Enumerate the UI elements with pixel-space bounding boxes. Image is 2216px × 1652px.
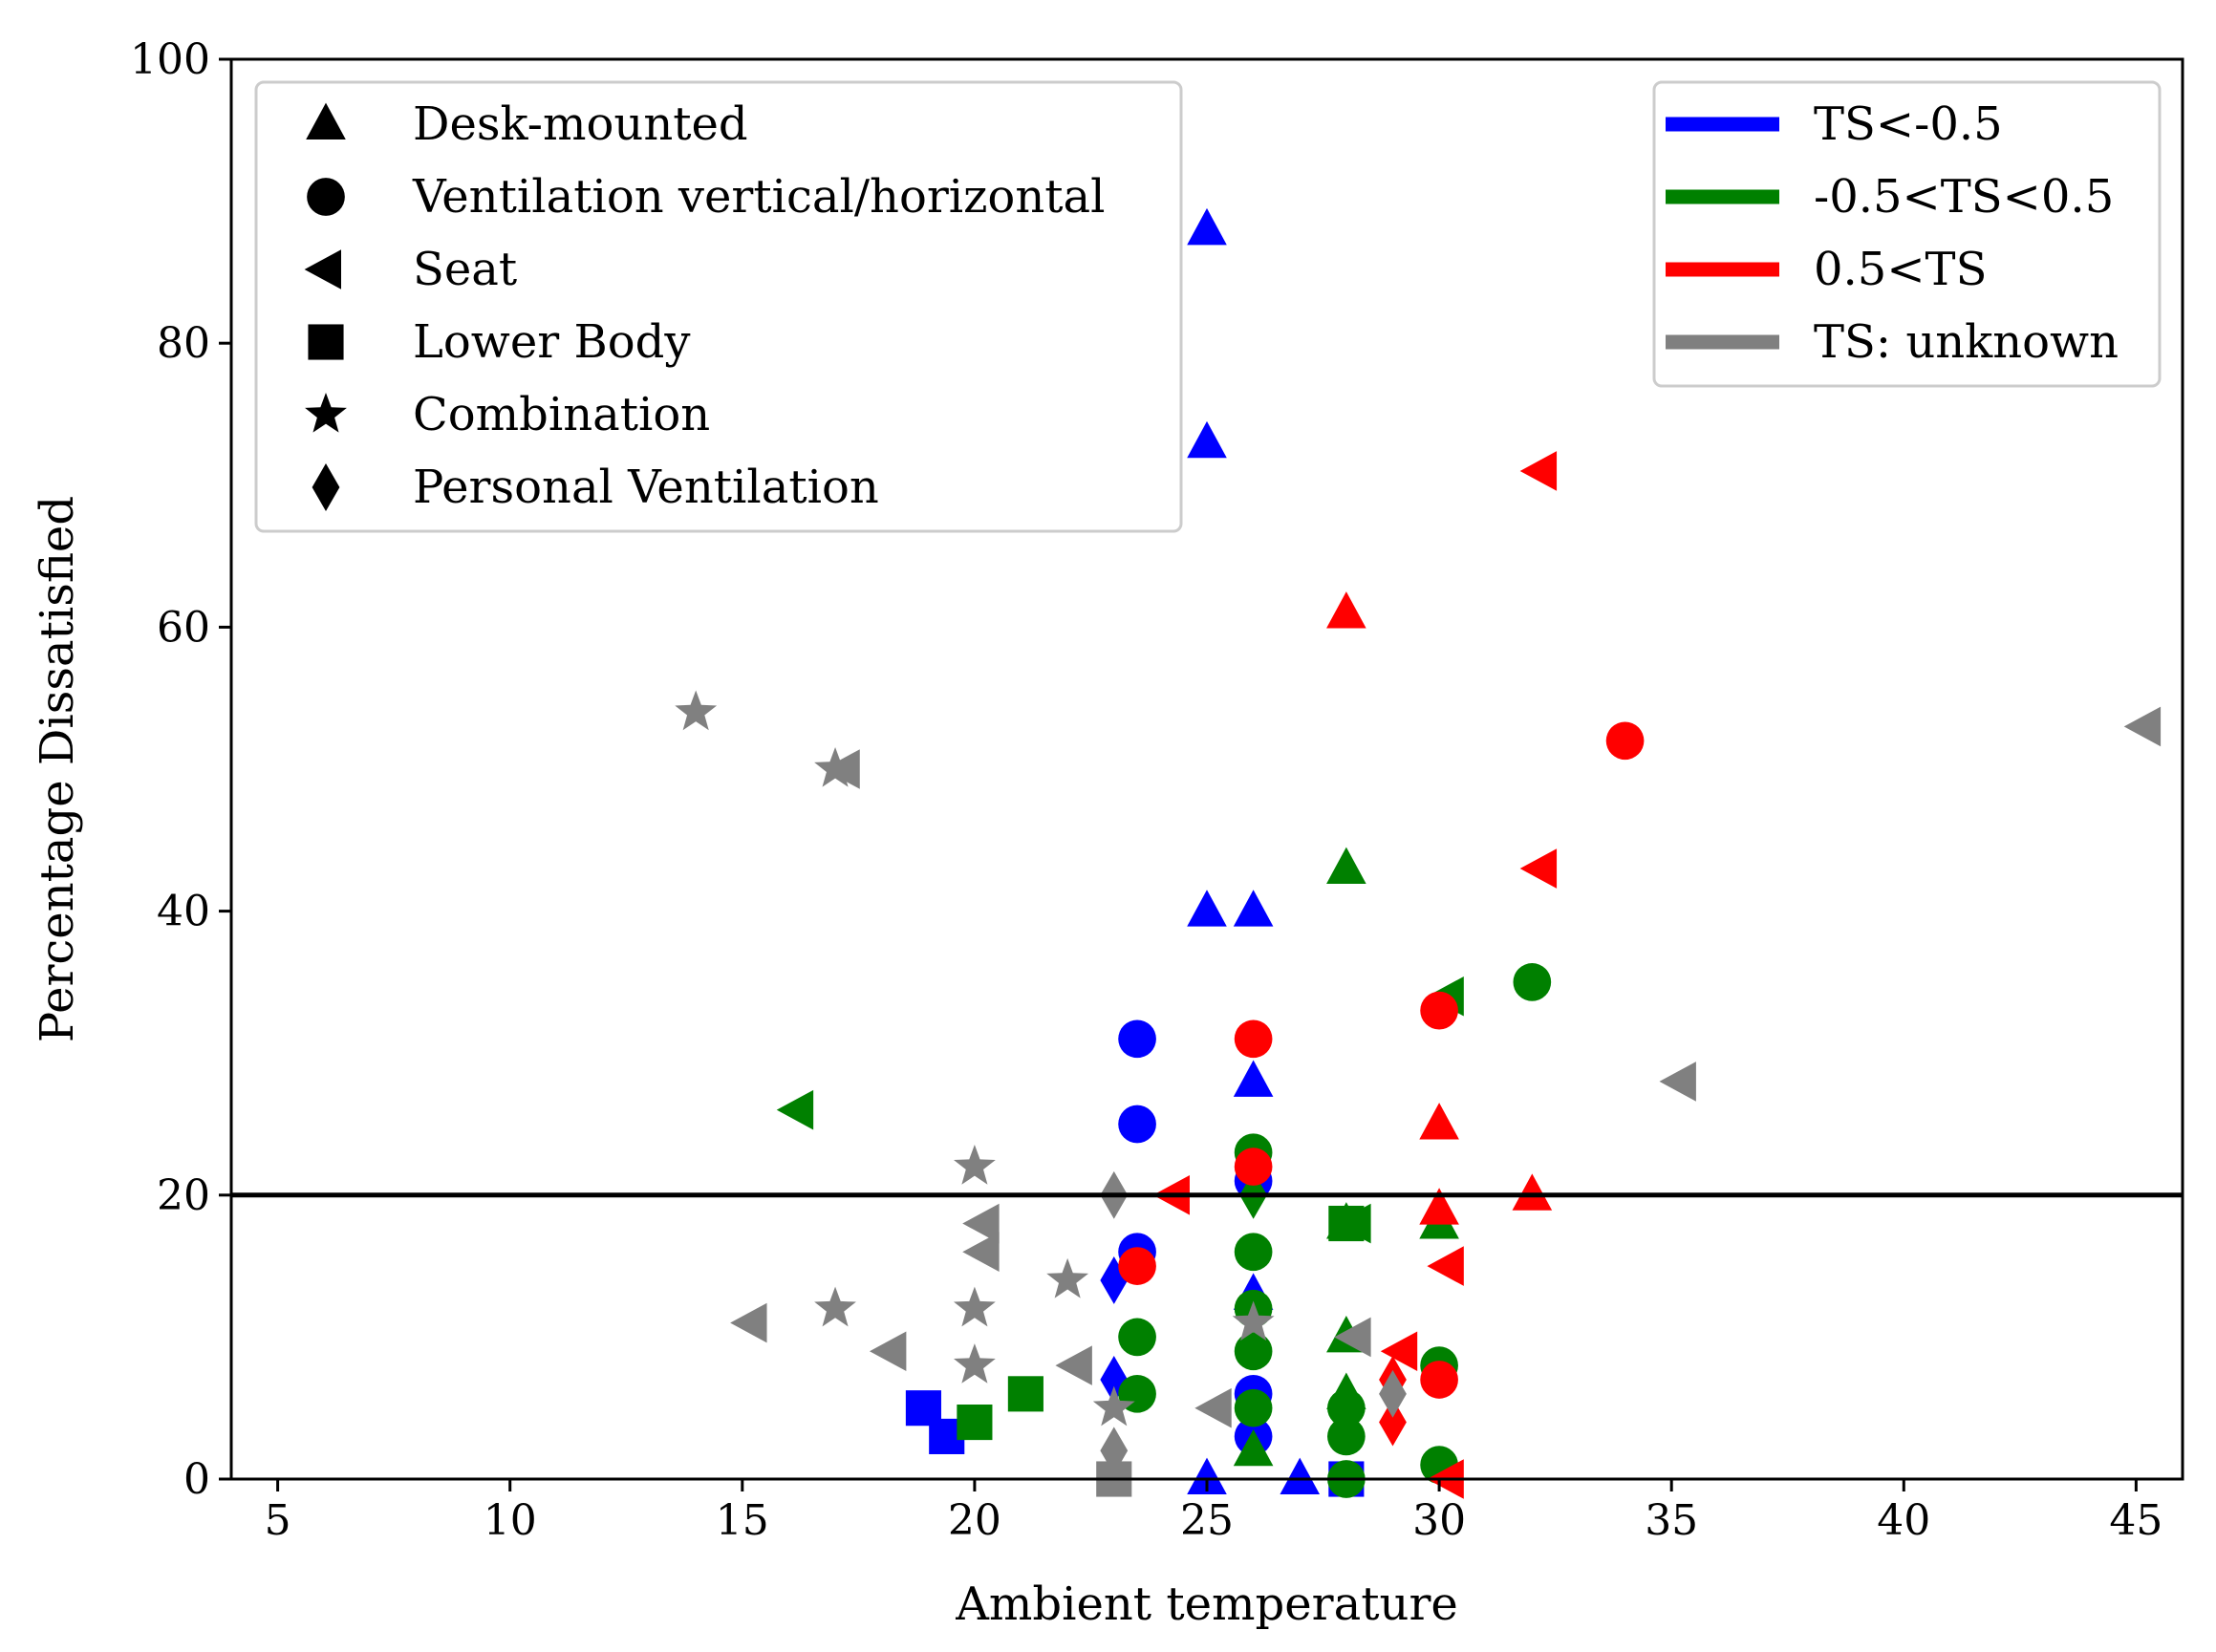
data-point [1233, 1428, 1274, 1467]
data-point [1234, 1388, 1273, 1427]
data-point [1420, 1361, 1458, 1399]
data-point [1605, 721, 1645, 761]
data-points [675, 207, 2162, 1499]
data-point [1328, 1205, 1365, 1242]
data-point [962, 1203, 1000, 1244]
marker-legend-label: Lower Body [413, 315, 690, 369]
data-point [953, 1286, 996, 1327]
x-axis: 5 10 15 20 25 30 35 40 45 [265, 1479, 2162, 1545]
legend-triangle-left-icon [304, 249, 341, 290]
data-point [1419, 1188, 1459, 1225]
x-tick-label: 40 [1877, 1496, 1930, 1545]
color-legend-frame [1652, 80, 2162, 388]
data-point [1334, 1317, 1371, 1358]
data-point [2123, 706, 2162, 747]
data-point [1233, 890, 1274, 927]
data-point [1234, 1233, 1273, 1272]
data-point [1118, 1019, 1156, 1059]
data-point [1234, 1148, 1273, 1186]
legend-diamond-icon [312, 463, 340, 511]
data-point [730, 1302, 767, 1343]
data-point [1512, 1173, 1553, 1211]
data-point [1118, 1318, 1156, 1357]
y-axis: 0 20 40 60 80 100 [130, 35, 231, 1504]
data-point [1327, 1417, 1366, 1456]
data-point [1519, 848, 1558, 889]
data-point [1659, 1062, 1696, 1102]
y-axis-label: Percentage Dissatisfied [31, 496, 84, 1042]
y-tick-label: 20 [157, 1171, 210, 1220]
marker-legend-label: Combination [413, 388, 710, 441]
y-tick-label: 100 [130, 35, 210, 84]
data-point [1280, 1457, 1321, 1494]
data-point [1519, 451, 1558, 491]
legend-star-icon [305, 392, 347, 433]
legend-triangle-up-icon [306, 102, 346, 139]
data-point [1118, 1247, 1156, 1285]
x-tick-label: 45 [2109, 1496, 2162, 1545]
legend-square-icon [308, 324, 344, 360]
marker-legend-label: Personal Ventilation [413, 461, 879, 514]
x-tick-label: 30 [1412, 1496, 1466, 1545]
data-point [1055, 1345, 1092, 1385]
data-point [1379, 1369, 1407, 1418]
data-point [1234, 1332, 1273, 1371]
x-tick-label: 5 [265, 1496, 291, 1545]
data-point [1187, 207, 1227, 246]
data-point [869, 1331, 907, 1372]
data-point [953, 1343, 996, 1384]
data-point [1419, 1103, 1459, 1140]
marker-legend: Desk-mounted Ventilation vertical/horizon… [254, 80, 1183, 533]
data-point [675, 690, 718, 731]
data-point [1326, 591, 1366, 629]
data-point [1420, 991, 1458, 1030]
y-tick-label: 60 [157, 603, 210, 652]
color-legend-label: TS: unknown [1814, 315, 2119, 369]
x-tick-label: 10 [484, 1496, 537, 1545]
data-point [776, 1089, 814, 1130]
data-point [1046, 1257, 1089, 1298]
data-point [1187, 890, 1227, 927]
data-point [1187, 420, 1227, 459]
data-point [1327, 1388, 1366, 1427]
x-tick-label: 25 [1180, 1496, 1234, 1545]
color-legend-label: -0.5<TS<0.5 [1814, 170, 2114, 224]
marker-legend-label: Desk-mounted [413, 97, 748, 151]
data-point [1379, 1398, 1407, 1447]
data-point [1007, 1376, 1043, 1412]
data-point [957, 1405, 993, 1441]
y-tick-label: 40 [157, 888, 210, 936]
marker-legend-frame [254, 80, 1183, 533]
legend-circle-icon [307, 178, 345, 216]
x-tick-label: 20 [948, 1496, 1001, 1545]
data-point [1194, 1387, 1232, 1428]
marker-legend-label: Seat [413, 243, 517, 296]
data-point [823, 749, 860, 789]
data-point [814, 1286, 856, 1327]
y-tick-label: 0 [183, 1455, 210, 1504]
data-point [1380, 1331, 1418, 1372]
data-point [1092, 1385, 1135, 1427]
data-point [953, 1145, 996, 1185]
x-tick-label: 15 [716, 1496, 769, 1545]
data-point [1232, 1300, 1275, 1341]
data-point [1233, 1060, 1274, 1097]
data-point [1326, 847, 1366, 885]
data-point [1187, 1457, 1227, 1494]
x-tick-label: 35 [1645, 1496, 1698, 1545]
x-axis-label: Ambient temperature [955, 1577, 1458, 1631]
marker-legend-label: Ventilation vertical/horizontal [412, 170, 1106, 224]
color-legend: TS<-0.5 -0.5<TS<0.5 0.5<TS TS: unknown [1652, 80, 2162, 388]
data-point [962, 1232, 1000, 1273]
data-point [1234, 1019, 1273, 1059]
color-legend-label: TS<-0.5 [1814, 97, 2003, 151]
data-point [1427, 1246, 1464, 1286]
data-point [1513, 963, 1552, 1001]
color-legend-label: 0.5<TS [1814, 243, 1987, 296]
data-point [1118, 1105, 1156, 1144]
y-tick-label: 80 [157, 319, 210, 368]
